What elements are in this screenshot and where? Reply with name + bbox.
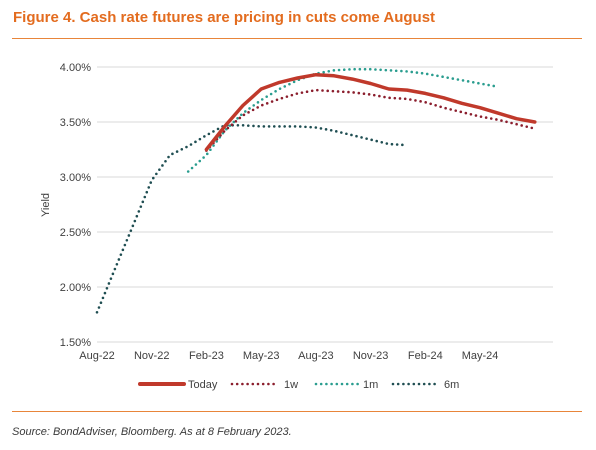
y-tick-label: 1.50% bbox=[60, 337, 91, 349]
legend-label-1m: 1m bbox=[363, 379, 378, 391]
series-line-1w bbox=[205, 88, 537, 152]
x-axis-ticks: Aug-22 Nov-22 Feb-23 May-23 Aug-23 Nov-23 Feb-… bbox=[79, 350, 498, 362]
chart: 1.50% 2.00% 2.50% 3.00% 3.50% 4.00% Aug-22 Nov… bbox=[40, 62, 553, 391]
series-lines bbox=[95, 67, 537, 314]
series-line-today bbox=[204, 72, 537, 152]
legend-label-today: Today bbox=[188, 379, 218, 391]
x-tick-label: Nov-23 bbox=[353, 350, 388, 362]
x-tick-label: Aug-22 bbox=[79, 350, 114, 362]
y-axis-ticks: 1.50% 2.00% 2.50% 3.00% 3.50% 4.00% bbox=[60, 62, 91, 349]
y-axis-title: Yield bbox=[40, 193, 52, 217]
legend-label-1w: 1w bbox=[284, 379, 298, 391]
x-tick-label: Aug-23 bbox=[298, 350, 333, 362]
x-tick-label: Feb-24 bbox=[408, 350, 443, 362]
legend: Today 1w 1m 6m bbox=[138, 379, 459, 391]
legend-label-6m: 6m bbox=[444, 379, 459, 391]
series-line-1m bbox=[186, 67, 500, 173]
x-tick-label: May-23 bbox=[243, 350, 280, 362]
bottom-rule bbox=[12, 411, 582, 412]
y-tick-label: 2.50% bbox=[60, 227, 91, 239]
x-tick-label: May-24 bbox=[462, 350, 499, 362]
figure-title: Figure 4. Cash rate futures are pricing … bbox=[13, 9, 436, 26]
y-tick-label: 4.00% bbox=[60, 62, 91, 74]
x-tick-label: Nov-22 bbox=[134, 350, 169, 362]
gridlines bbox=[97, 66, 553, 343]
y-tick-label: 2.00% bbox=[60, 282, 91, 294]
source-note: Source: BondAdviser, Bloomberg. As at 8 … bbox=[12, 426, 292, 438]
y-tick-label: 3.50% bbox=[60, 117, 91, 129]
y-tick-label: 3.00% bbox=[60, 172, 91, 184]
x-tick-label: Feb-23 bbox=[189, 350, 224, 362]
series-line-6m bbox=[95, 124, 409, 314]
top-rule bbox=[12, 38, 582, 39]
